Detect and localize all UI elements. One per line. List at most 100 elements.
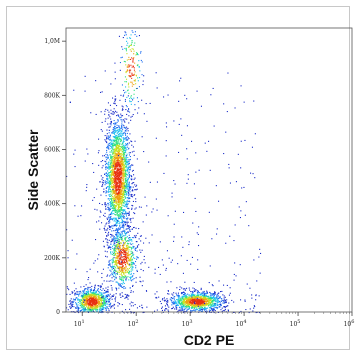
event-point — [187, 304, 189, 306]
event-point — [124, 217, 126, 219]
event-point — [118, 131, 120, 133]
event-point — [110, 201, 112, 203]
event-point — [114, 95, 116, 97]
event-point — [120, 209, 122, 211]
event-point — [211, 309, 213, 311]
event-point — [181, 300, 183, 302]
event-point — [130, 271, 132, 273]
event-point — [115, 241, 117, 243]
event-point — [105, 156, 107, 158]
event-point — [112, 145, 114, 147]
event-point — [116, 255, 118, 257]
event-point — [216, 297, 218, 299]
event-point — [120, 199, 122, 201]
event-point — [195, 305, 197, 307]
event-point — [128, 239, 130, 241]
event-point — [113, 149, 115, 151]
event-point — [115, 239, 117, 241]
event-point — [201, 306, 203, 308]
event-point — [130, 165, 132, 167]
event-point — [140, 235, 142, 237]
event-point — [85, 284, 87, 286]
event-point — [206, 290, 208, 292]
event-point — [109, 186, 111, 188]
event-point — [117, 241, 119, 243]
event-point — [106, 291, 108, 293]
event-point — [127, 183, 129, 185]
event-point — [122, 169, 124, 171]
event-point — [109, 166, 111, 168]
event-point — [118, 161, 120, 163]
event-point — [110, 112, 112, 114]
event-point — [111, 298, 113, 300]
event-point — [111, 273, 113, 275]
event-point — [111, 204, 113, 206]
event-point — [119, 172, 121, 174]
event-point — [102, 288, 104, 290]
event-point — [83, 306, 85, 308]
event-point — [110, 175, 112, 177]
event-point — [120, 158, 122, 160]
event-point — [97, 302, 99, 304]
event-point — [208, 310, 210, 312]
event-point — [115, 228, 117, 230]
event-point — [121, 190, 123, 192]
event-point — [107, 299, 109, 301]
event-point — [118, 125, 120, 127]
event-point — [125, 180, 127, 182]
event-point — [122, 180, 124, 182]
event-point — [110, 169, 112, 171]
event-point — [136, 250, 138, 252]
event-point — [103, 292, 105, 294]
event-point — [82, 295, 84, 297]
event-point — [106, 166, 108, 168]
event-point — [135, 207, 137, 209]
event-point — [134, 34, 136, 36]
event-point — [222, 302, 224, 304]
event-point — [116, 198, 118, 200]
event-point — [120, 135, 122, 137]
event-point — [166, 298, 168, 300]
event-point — [124, 205, 126, 207]
event-point — [121, 276, 123, 278]
event-point — [104, 160, 106, 162]
event-point — [177, 295, 179, 297]
event-point — [111, 197, 113, 199]
event-point — [130, 279, 132, 281]
event-point — [195, 296, 197, 298]
event-point — [119, 210, 121, 212]
event-point — [129, 101, 131, 103]
event-point — [114, 162, 116, 164]
event-point — [113, 180, 115, 182]
event-point — [90, 300, 92, 302]
event-point — [138, 244, 140, 246]
event-point — [122, 221, 124, 223]
event-point — [114, 136, 116, 138]
event-point — [112, 266, 114, 268]
event-point — [88, 294, 90, 296]
event-point — [114, 261, 116, 263]
event-point — [130, 264, 132, 266]
event-point — [127, 111, 129, 113]
event-point — [110, 183, 112, 185]
event-point — [92, 295, 94, 297]
event-point — [119, 263, 121, 265]
event-point — [112, 247, 114, 249]
event-point — [206, 307, 208, 309]
event-point — [122, 268, 124, 270]
event-point — [187, 297, 189, 299]
event-point — [108, 308, 110, 310]
event-point — [131, 66, 133, 68]
event-point — [128, 267, 130, 269]
event-point — [78, 295, 80, 297]
event-point — [137, 246, 139, 248]
event-point — [127, 137, 129, 139]
event-point — [119, 279, 121, 281]
event-point — [86, 298, 88, 300]
event-point — [122, 281, 124, 283]
event-point — [129, 239, 131, 241]
event-point — [121, 251, 123, 253]
event-point — [119, 163, 121, 165]
event-point — [178, 298, 180, 300]
event-point — [107, 289, 109, 291]
